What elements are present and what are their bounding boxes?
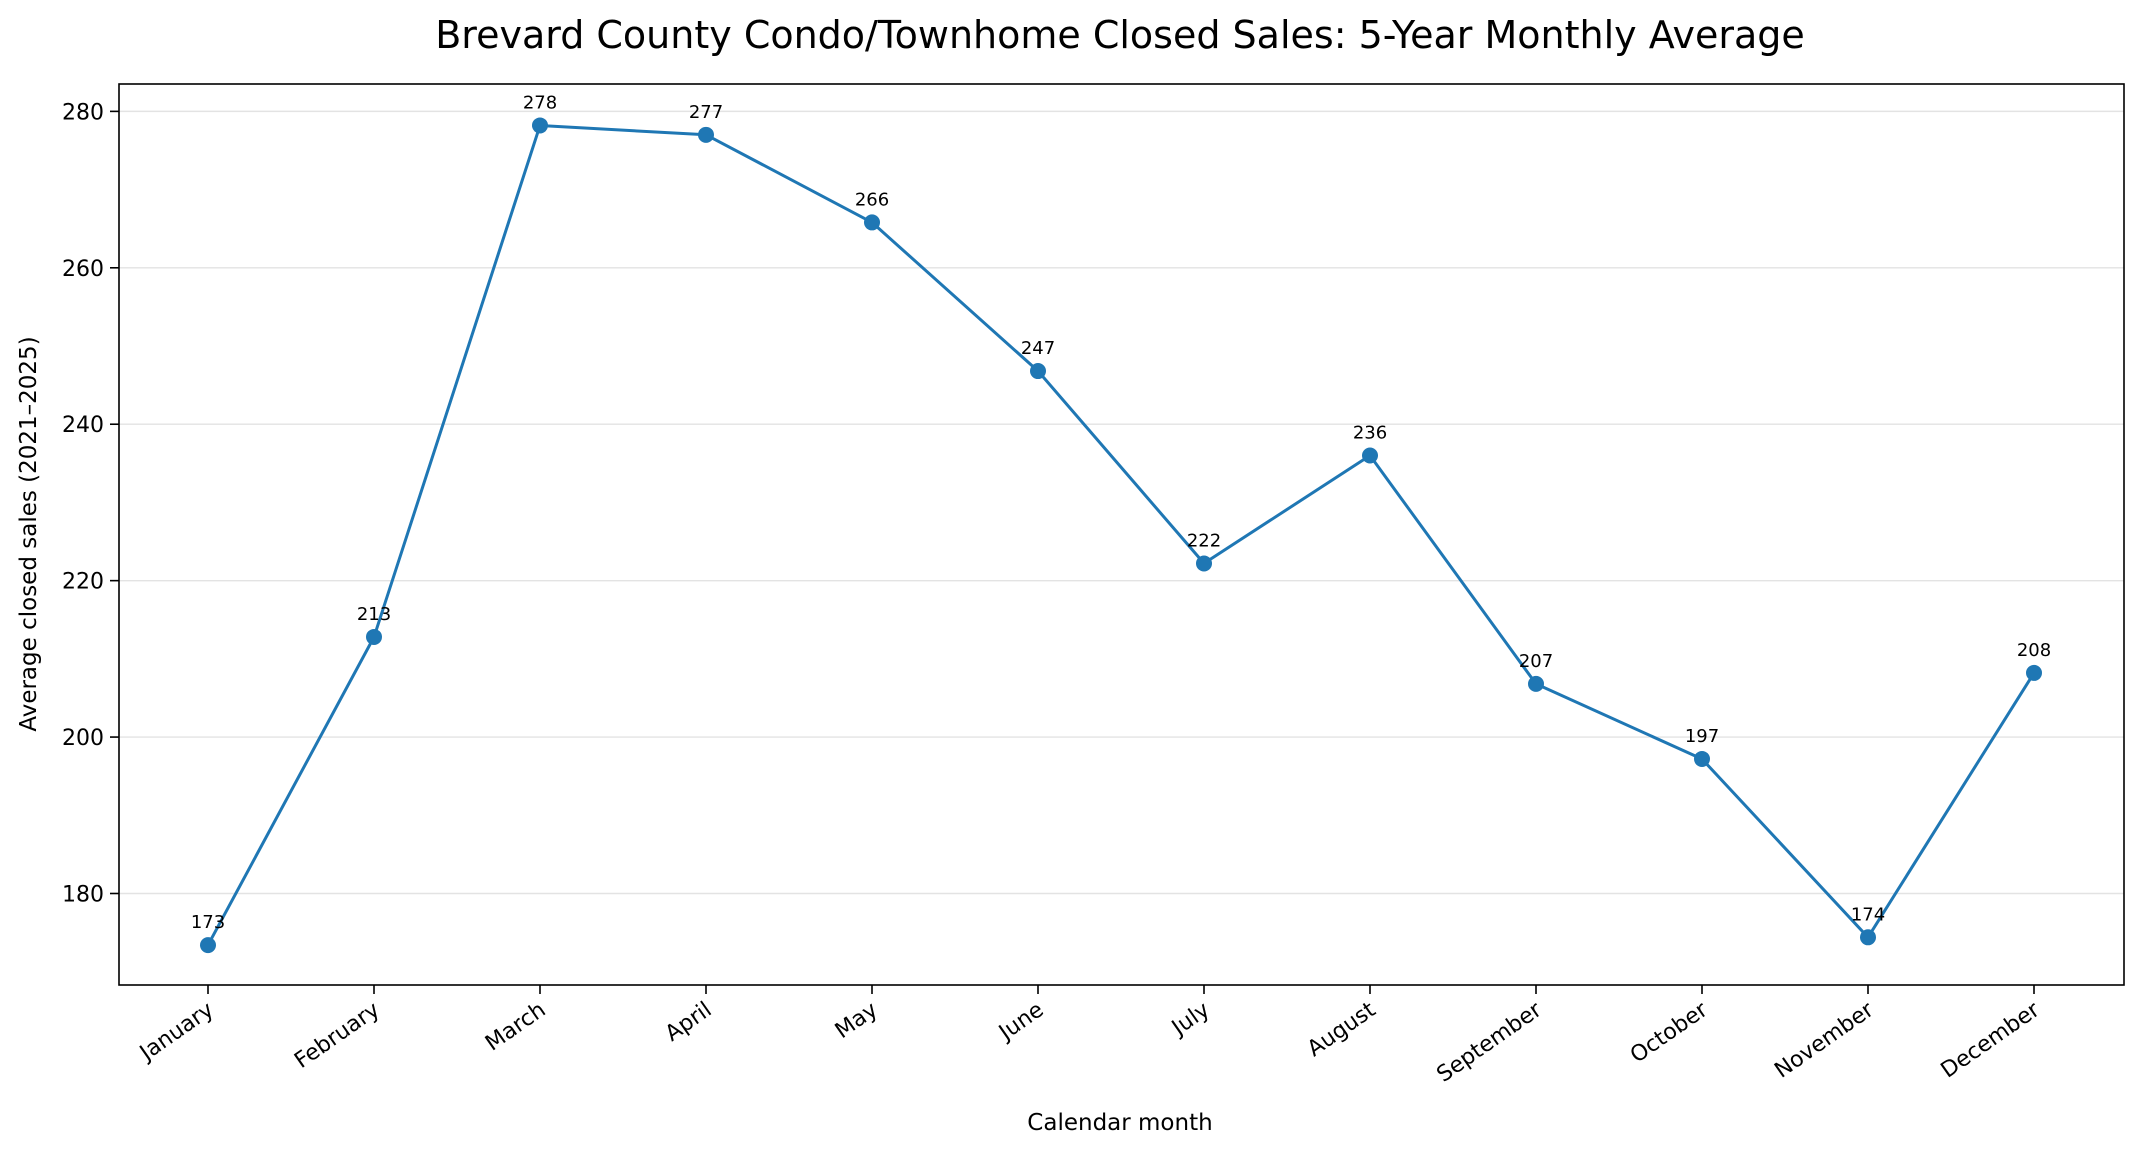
data-point [1030, 363, 1046, 380]
data-label: 174 [1851, 904, 1885, 925]
x-tick-label: March [481, 997, 550, 1056]
data-label: 247 [1021, 338, 1055, 359]
chart-title: Brevard County Condo/Townhome Closed Sal… [435, 13, 1805, 57]
y-axis-ticks: 180 200 220 240 260 280 [62, 100, 119, 907]
x-tick-label: December [1937, 997, 2046, 1083]
y-tick-label: 260 [62, 257, 104, 282]
x-tick-label: September [1432, 997, 1547, 1088]
series-line-layer [206, 124, 2036, 946]
plot-frame [118, 83, 2125, 986]
x-tick-label: October [1626, 997, 1713, 1069]
data-points [200, 117, 2042, 954]
x-tick-label: April [661, 997, 717, 1046]
series-line [206, 124, 2036, 946]
data-point [1362, 447, 1378, 464]
data-point [1860, 929, 1876, 946]
y-axis-label: Average closed sales (2021–2025) [16, 336, 42, 731]
x-tick-label: February [290, 997, 384, 1073]
data-label: 236 [1353, 423, 1387, 444]
data-point [698, 126, 714, 143]
data-point [1528, 675, 1544, 692]
data-point [532, 117, 548, 134]
x-axis-label: Calendar month [1027, 1110, 1212, 1136]
y-tick-label: 220 [62, 570, 104, 595]
data-label: 222 [1187, 530, 1221, 551]
x-tick-label: May [831, 997, 883, 1044]
x-axis-ticks: January February March April May June July Augu… [134, 985, 2045, 1088]
data-label: 207 [1519, 651, 1553, 672]
y-tick-label: 240 [62, 413, 104, 438]
data-label: 208 [2017, 640, 2051, 661]
y-tick-label: 280 [62, 100, 104, 125]
data-label: 197 [1685, 726, 1719, 747]
data-point [1694, 750, 1710, 767]
data-point [1196, 555, 1212, 572]
data-label: 266 [855, 189, 889, 210]
x-tick-label: November [1770, 997, 1879, 1084]
data-point [200, 937, 216, 954]
x-tick-label: July [1166, 997, 1214, 1041]
x-tick-label: August [1303, 997, 1381, 1062]
data-point [2026, 664, 2042, 681]
data-point [366, 628, 382, 645]
data-label: 173 [191, 912, 225, 933]
y-tick-label: 200 [62, 726, 104, 751]
data-point [864, 214, 880, 231]
data-labels: 173 213 278 277 266 247 222 236 207 197 174 208 [191, 92, 2051, 933]
gridlines [119, 110, 2124, 895]
data-label: 277 [689, 102, 723, 123]
x-tick-label: January [134, 997, 218, 1066]
data-label: 213 [357, 604, 391, 625]
y-tick-label: 180 [62, 882, 104, 907]
x-tick-label: June [993, 997, 1048, 1046]
data-label: 278 [523, 92, 557, 113]
